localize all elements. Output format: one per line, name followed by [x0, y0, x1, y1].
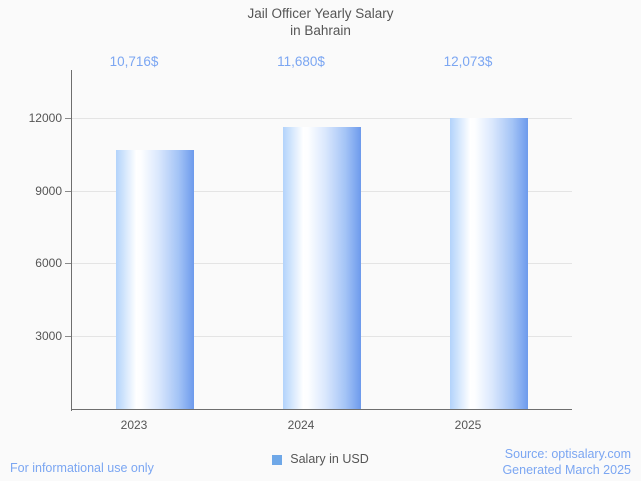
- y-tick-mark-6000: [65, 263, 71, 264]
- legend-swatch-icon: [272, 454, 283, 465]
- bar-value-label-2023: 10,716$: [109, 54, 159, 69]
- chart-title: Jail Officer Yearly Salary in Bahrain: [0, 5, 641, 39]
- y-tick-mark-12000: [65, 118, 71, 119]
- y-tick-mark-9000: [65, 191, 71, 192]
- bar-value-label-2025: 12,073$: [443, 54, 493, 69]
- x-axis-line: [71, 409, 572, 410]
- bar-2025[interactable]: [450, 118, 528, 409]
- chart-legend: Salary in USD: [0, 452, 641, 469]
- plot-area: [65, 70, 572, 411]
- y-tick-label-12000: 12000: [28, 111, 62, 125]
- y-axis-line: [71, 70, 72, 411]
- source-block: Source: optisalary.com Generated March 2…: [502, 447, 631, 478]
- gridline-12000: [72, 118, 572, 119]
- x-tick-label-2023: 2023: [120, 418, 148, 432]
- chart-subtitle-line: in Bahrain: [290, 23, 351, 38]
- y-tick-label-6000: 6000: [35, 256, 62, 270]
- bar-2023[interactable]: [116, 150, 194, 409]
- x-tick-label-2024: 2024: [287, 418, 315, 432]
- bar-2024[interactable]: [283, 127, 361, 409]
- source-text: Source: optisalary.com: [504, 447, 631, 461]
- x-tick-label-2025: 2025: [454, 418, 482, 432]
- generated-text: Generated March 2025: [502, 462, 631, 477]
- disclaimer-text: For informational use only: [10, 461, 154, 475]
- y-tick-label-3000: 3000: [35, 329, 62, 343]
- y-axis-labels: 12000 9000 6000 3000: [0, 70, 62, 411]
- y-tick-label-9000: 9000: [35, 184, 62, 198]
- legend-item-label: Salary in USD: [290, 452, 369, 466]
- y-tick-mark-3000: [65, 336, 71, 337]
- legend-item-salary[interactable]: Salary in USD: [272, 452, 369, 467]
- bar-value-label-2024: 11,680$: [277, 54, 325, 69]
- chart-title-line: Jail Officer Yearly Salary: [247, 6, 394, 21]
